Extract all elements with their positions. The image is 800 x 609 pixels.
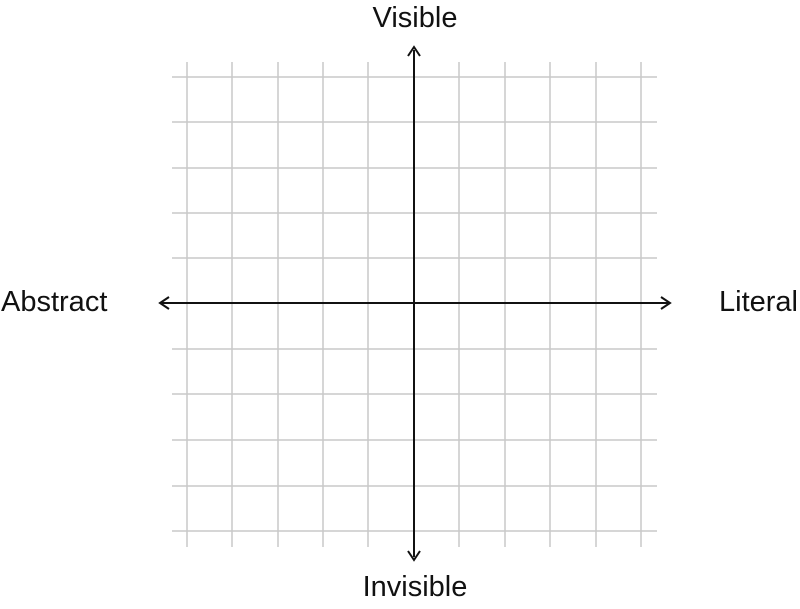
axis-label-left: Abstract: [1, 286, 108, 318]
down-arrowhead-icon: [407, 550, 421, 562]
left-arrowhead-icon: [158, 296, 170, 310]
axes: [158, 45, 672, 562]
axis-label-right: Literal: [719, 286, 798, 318]
axis-label-bottom: Invisible: [362, 571, 468, 603]
right-arrowhead-icon: [660, 296, 672, 310]
up-arrowhead-icon: [407, 45, 421, 57]
axis-label-top: Visible: [372, 2, 458, 34]
